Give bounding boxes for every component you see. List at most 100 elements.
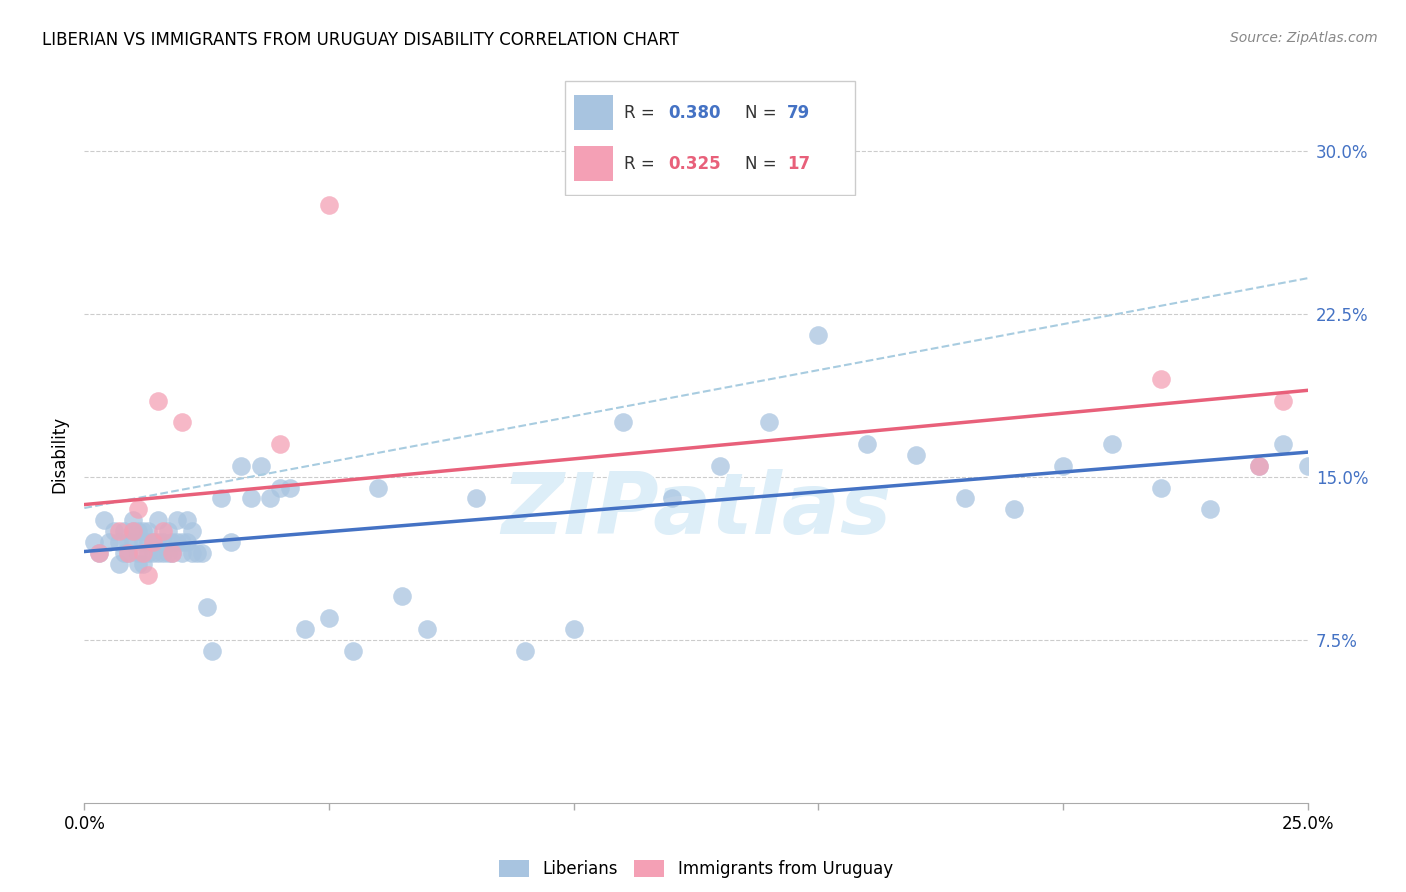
Point: [87, 546, 110, 560]
Point: [1198, 502, 1220, 516]
Point: [107, 557, 129, 571]
Point: [117, 546, 139, 560]
Point: [127, 502, 149, 516]
Point: [259, 491, 281, 506]
Point: [278, 481, 301, 495]
Point: [709, 458, 731, 473]
Point: [612, 415, 634, 429]
Point: [146, 535, 169, 549]
Point: [294, 622, 316, 636]
Point: [162, 546, 184, 560]
Point: [562, 622, 585, 636]
Point: [391, 589, 413, 603]
Text: 0.380: 0.380: [669, 103, 721, 121]
Point: [807, 328, 830, 343]
Point: [1101, 437, 1123, 451]
Point: [112, 524, 135, 538]
Point: [200, 643, 222, 657]
Point: [209, 491, 232, 506]
Point: [156, 546, 179, 560]
Point: [93, 513, 115, 527]
Point: [142, 535, 165, 549]
Point: [367, 481, 389, 495]
Point: [513, 643, 536, 657]
Point: [142, 546, 165, 560]
Text: ZIPatlas: ZIPatlas: [501, 469, 891, 552]
Point: [249, 458, 271, 473]
Point: [127, 557, 149, 571]
Point: [661, 491, 683, 506]
Point: [172, 546, 194, 560]
Text: R =: R =: [624, 103, 661, 121]
Text: N =: N =: [745, 103, 782, 121]
Point: [219, 535, 242, 549]
Point: [107, 535, 129, 549]
Point: [181, 524, 204, 538]
Point: [172, 415, 194, 429]
Text: LIBERIAN VS IMMIGRANTS FROM URUGUAY DISABILITY CORRELATION CHART: LIBERIAN VS IMMIGRANTS FROM URUGUAY DISA…: [42, 31, 679, 49]
Point: [758, 415, 780, 429]
Legend: Liberians, Immigrants from Uruguay: Liberians, Immigrants from Uruguay: [499, 860, 893, 878]
Point: [132, 546, 155, 560]
Point: [122, 524, 145, 538]
Text: 17: 17: [787, 155, 810, 173]
Point: [127, 524, 149, 538]
Point: [318, 198, 340, 212]
Point: [152, 524, 174, 538]
Point: [856, 437, 879, 451]
Point: [87, 546, 110, 560]
Bar: [574, 146, 613, 181]
Point: [229, 458, 252, 473]
Point: [146, 546, 169, 560]
Point: [136, 546, 159, 560]
Point: [112, 546, 135, 560]
Point: [166, 513, 188, 527]
Point: [953, 491, 976, 506]
Point: [195, 600, 218, 615]
Point: [191, 546, 214, 560]
Point: [97, 535, 120, 549]
Point: [132, 524, 155, 538]
Point: [1247, 458, 1270, 473]
Point: [83, 535, 105, 549]
Point: [269, 481, 291, 495]
Point: [172, 535, 194, 549]
Point: [166, 535, 188, 549]
Point: [905, 448, 928, 462]
Point: [239, 491, 262, 506]
Point: [186, 546, 208, 560]
Text: N =: N =: [745, 155, 782, 173]
Point: [152, 535, 174, 549]
Text: Source: ZipAtlas.com: Source: ZipAtlas.com: [1230, 31, 1378, 45]
Point: [146, 393, 169, 408]
Bar: [574, 95, 613, 130]
Text: 79: 79: [787, 103, 810, 121]
Point: [122, 535, 145, 549]
Point: [1002, 502, 1025, 516]
Point: [136, 524, 159, 538]
Point: [142, 535, 165, 549]
Point: [162, 546, 184, 560]
Point: [117, 546, 139, 560]
Point: [132, 535, 155, 549]
Point: [162, 535, 184, 549]
Point: [152, 546, 174, 560]
Point: [156, 524, 179, 538]
Point: [318, 611, 340, 625]
Text: R =: R =: [624, 155, 661, 173]
Point: [1052, 458, 1074, 473]
Point: [136, 567, 159, 582]
Point: [1272, 393, 1295, 408]
Point: [122, 524, 145, 538]
Point: [132, 557, 155, 571]
Point: [1272, 437, 1295, 451]
Point: [107, 524, 129, 538]
Point: [176, 535, 198, 549]
Point: [464, 491, 486, 506]
Text: 0.325: 0.325: [669, 155, 721, 173]
Point: [181, 546, 204, 560]
Point: [176, 513, 198, 527]
FancyBboxPatch shape: [565, 81, 855, 195]
Y-axis label: Disability: Disability: [51, 417, 69, 493]
Point: [269, 437, 291, 451]
